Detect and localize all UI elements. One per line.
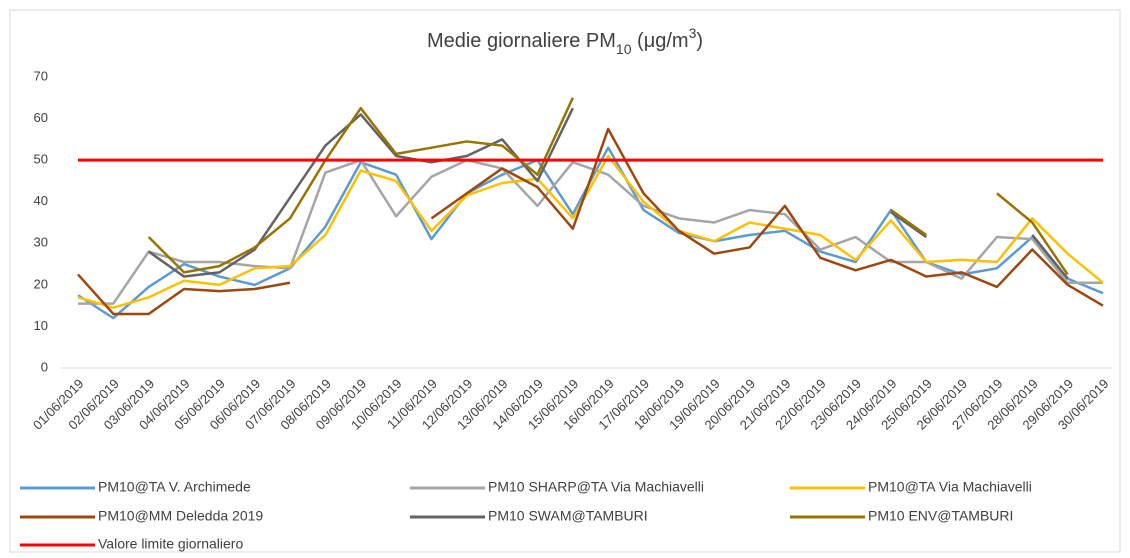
y-tick-label: 50 [34,152,48,167]
legend-label: Valore limite giornaliero [98,536,243,552]
series-line [78,158,1103,305]
legend-label: PM10@TA Via Machiavelli [868,479,1032,495]
title-part: (μg/m [632,30,689,52]
legend-label: PM10 ENV@TAMBURI [868,508,1013,524]
y-tick-label: 30 [34,235,48,250]
y-tick-label: 40 [34,193,48,208]
series-line [77,127,1104,316]
title-part: 3 [689,25,697,41]
legend-label: PM10 SWAM@TAMBURI [488,508,648,524]
legend-label: PM10@TA V. Archimede [98,479,251,495]
legend-label: PM10@MM Deledda 2019 [98,508,263,524]
title-part: ) [696,30,703,52]
series-line [147,97,1069,276]
y-tick-label: 10 [34,318,48,333]
y-tick-label: 60 [34,110,48,125]
legend-label: PM10 SHARP@TA Via Machiavelli [488,479,704,495]
series-line [77,154,1104,309]
y-tick-label: 20 [34,276,48,291]
chart-title: Medie giornaliere PM10 (μg/m3) [427,25,703,57]
y-tick-label: 70 [34,68,48,83]
title-part: Medie giornaliere PM [427,30,616,52]
chart-border [9,9,1121,553]
y-tick-label: 0 [41,359,48,374]
title-part: 10 [616,41,632,57]
series-line [147,107,1069,280]
